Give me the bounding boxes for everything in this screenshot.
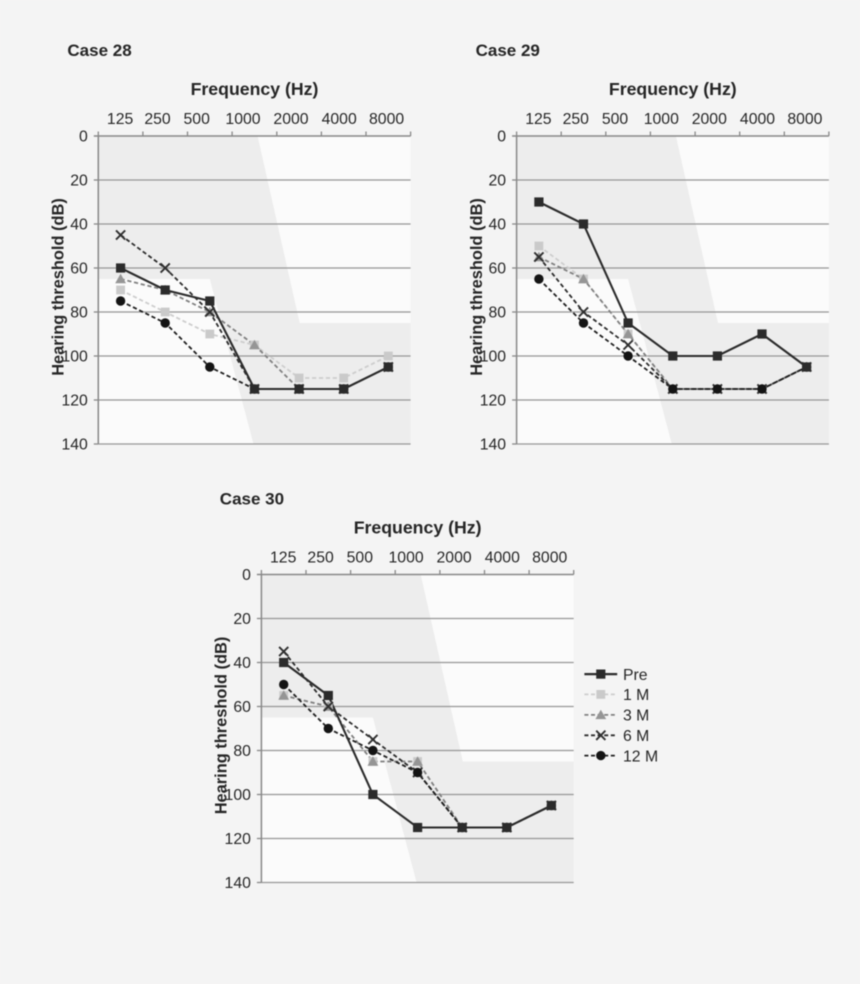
svg-text:0: 0 (497, 129, 506, 146)
svg-text:Case 30: Case 30 (220, 490, 284, 509)
svg-text:Hearing threshold (dB): Hearing threshold (dB) (50, 198, 68, 376)
svg-text:8000: 8000 (369, 111, 404, 128)
svg-text:20: 20 (489, 173, 507, 190)
svg-text:80: 80 (489, 305, 507, 322)
svg-text:80: 80 (233, 743, 251, 760)
svg-text:Case 28: Case 28 (67, 41, 131, 60)
svg-text:2000: 2000 (437, 550, 472, 567)
svg-text:0: 0 (79, 129, 88, 146)
svg-text:500: 500 (347, 550, 374, 567)
svg-text:12 M: 12 M (623, 748, 658, 765)
svg-text:4000: 4000 (322, 111, 357, 128)
svg-text:20: 20 (70, 173, 88, 190)
svg-text:140: 140 (480, 437, 507, 454)
svg-text:4000: 4000 (740, 111, 775, 128)
svg-text:1000: 1000 (389, 550, 424, 567)
svg-text:3 M: 3 M (623, 708, 649, 725)
svg-text:125: 125 (525, 111, 552, 128)
svg-text:500: 500 (184, 111, 211, 128)
svg-text:100: 100 (61, 349, 88, 366)
svg-text:120: 120 (480, 393, 507, 410)
svg-text:140: 140 (61, 437, 88, 454)
svg-text:80: 80 (70, 305, 88, 322)
svg-text:60: 60 (70, 261, 88, 278)
svg-text:250: 250 (563, 111, 590, 128)
svg-text:100: 100 (225, 787, 252, 804)
svg-text:Case 29: Case 29 (476, 41, 540, 60)
svg-text:40: 40 (233, 655, 251, 672)
svg-text:Frequency (Hz): Frequency (Hz) (191, 79, 319, 99)
svg-text:8000: 8000 (532, 550, 567, 567)
svg-text:Frequency (Hz): Frequency (Hz) (609, 79, 737, 99)
svg-text:100: 100 (480, 349, 507, 366)
svg-text:Hearing threshold (dB): Hearing threshold (dB) (213, 637, 231, 815)
svg-text:1 M: 1 M (623, 687, 649, 704)
svg-text:6 M: 6 M (623, 728, 649, 745)
svg-text:1000: 1000 (644, 111, 679, 128)
svg-text:500: 500 (602, 111, 629, 128)
svg-text:60: 60 (233, 699, 251, 716)
svg-text:250: 250 (307, 550, 334, 567)
svg-text:120: 120 (61, 393, 88, 410)
svg-text:4000: 4000 (485, 550, 520, 567)
svg-text:20: 20 (233, 611, 251, 628)
svg-text:2000: 2000 (692, 111, 727, 128)
svg-text:125: 125 (107, 111, 134, 128)
svg-text:8000: 8000 (787, 111, 822, 128)
svg-text:Hearing threshold (dB): Hearing threshold (dB) (468, 198, 486, 376)
svg-text:120: 120 (225, 831, 252, 848)
svg-text:60: 60 (489, 261, 507, 278)
svg-text:40: 40 (489, 217, 507, 234)
svg-text:40: 40 (70, 217, 88, 234)
svg-text:250: 250 (144, 111, 171, 128)
svg-text:Frequency (Hz): Frequency (Hz) (354, 518, 482, 538)
svg-text:1000: 1000 (225, 111, 260, 128)
svg-text:140: 140 (225, 875, 252, 892)
svg-text:Pre: Pre (623, 667, 648, 684)
svg-text:125: 125 (270, 550, 297, 567)
svg-text:0: 0 (242, 567, 251, 584)
svg-text:2000: 2000 (273, 111, 308, 128)
